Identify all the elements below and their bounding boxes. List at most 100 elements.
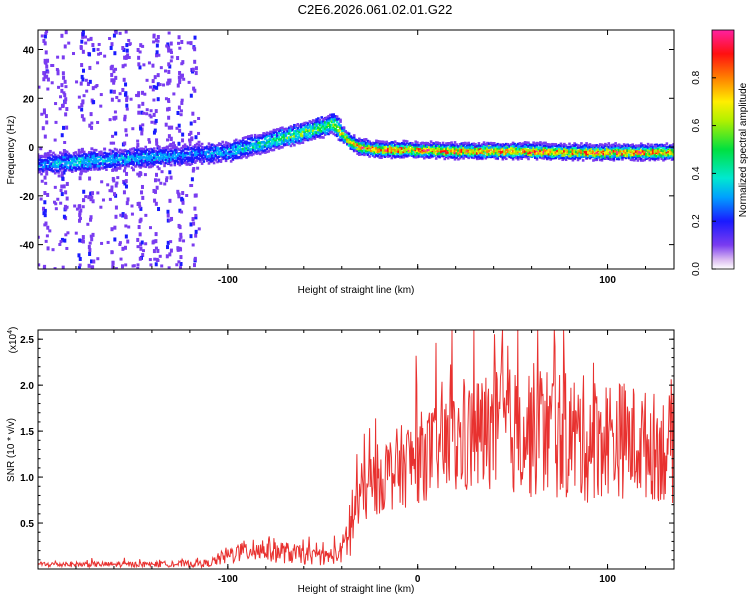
- spectrogram-cell: [315, 124, 318, 128]
- spectrogram-cell: [277, 142, 281, 146]
- spectrogram-cell: [224, 144, 228, 147]
- spectrogram-cell: [183, 159, 187, 162]
- noise-cell: [139, 217, 143, 222]
- spectrogram-cell: [446, 154, 450, 157]
- noise-cell: [45, 74, 49, 79]
- spectrogram-cell: [60, 160, 64, 163]
- noise-cell: [138, 50, 142, 54]
- noise-cell: [143, 173, 147, 177]
- noise-cell: [124, 215, 128, 219]
- spectrogram-cell: [522, 150, 525, 154]
- noise-cell: [178, 266, 182, 269]
- spectrogram-cell: [383, 146, 387, 149]
- spectrogram-cell: [452, 145, 455, 149]
- noise-cell: [39, 147, 43, 151]
- spectrogram-cell: [414, 150, 418, 154]
- spectrogram-cell: [173, 150, 177, 154]
- spectrogram-cell: [325, 116, 329, 119]
- spectrogram-cell: [47, 156, 50, 159]
- spectrogram-cell: [310, 120, 313, 124]
- spectrogram-cell: [455, 156, 459, 159]
- x-tick-label: 100: [599, 574, 616, 585]
- spectrogram-cell: [52, 162, 55, 166]
- spectrogram-cell: [96, 164, 100, 168]
- spectrogram-cell: [534, 156, 537, 159]
- spectrogram-cell: [554, 144, 558, 148]
- spectrogram-cell: [219, 152, 223, 156]
- spectrogram-cell: [38, 155, 42, 158]
- spectrogram-cell: [257, 141, 260, 145]
- spectrogram-cell: [250, 134, 253, 137]
- spectrogram-cell: [178, 152, 182, 156]
- spectrogram-cell: [388, 152, 392, 155]
- noise-cell: [110, 227, 114, 232]
- spectrogram-cell: [549, 150, 552, 153]
- spectrogram-cell: [559, 156, 563, 159]
- noise-cell: [45, 120, 49, 125]
- spectrogram-cell: [523, 150, 527, 153]
- noise-cell: [151, 88, 155, 92]
- noise-cell: [166, 138, 170, 142]
- spectrogram-cell: [322, 126, 325, 130]
- noise-cell: [150, 120, 154, 124]
- spectrogram-cell: [238, 139, 242, 143]
- spectrogram-cell: [105, 168, 108, 171]
- noise-cell: [59, 188, 63, 192]
- spectrogram-cell: [151, 164, 154, 168]
- spectrogram-cell: [62, 166, 66, 169]
- spectrogram-cell: [279, 138, 283, 141]
- noise-cell: [178, 237, 182, 242]
- spectrogram-cell: [197, 143, 201, 147]
- spectrogram-cell: [578, 149, 582, 153]
- noise-cell: [167, 48, 171, 53]
- spectrogram-cell: [110, 165, 113, 168]
- spectrogram-cell: [123, 164, 127, 167]
- spectrogram-cell: [185, 147, 189, 151]
- y-tick-label: 20: [23, 94, 35, 105]
- spectrogram-cell: [270, 138, 274, 142]
- spectrogram-cell: [265, 133, 269, 137]
- noise-cell: [42, 110, 46, 115]
- spectrogram-cell: [604, 147, 607, 151]
- spectrogram-cell: [253, 142, 257, 145]
- spectrogram-cell: [277, 129, 281, 133]
- spectrogram-cell: [337, 122, 341, 126]
- spectrogram-cell: [344, 140, 347, 143]
- spectrogram-cell: [455, 148, 459, 152]
- noise-cell: [145, 78, 149, 82]
- noise-cell: [167, 81, 171, 85]
- spectrogram-cell: [631, 153, 635, 157]
- spectrogram-cell: [231, 143, 235, 146]
- spectrogram-cell: [325, 125, 329, 129]
- spectrogram-cell: [621, 153, 624, 156]
- spectrogram-cell: [70, 159, 74, 163]
- spectrogram-cell: [395, 155, 399, 158]
- spectrogram-cell: [641, 155, 645, 158]
- noise-cell: [152, 40, 156, 44]
- spectrogram-cell: [639, 148, 643, 152]
- spectrogram-cell: [289, 126, 293, 130]
- spectrogram-cell: [267, 150, 271, 153]
- spectrogram-cell: [228, 147, 231, 151]
- noise-cell: [178, 128, 182, 133]
- spectrogram-cell: [236, 147, 240, 151]
- spectrogram-cell: [221, 155, 224, 158]
- spectrogram-cell: [255, 144, 259, 147]
- spectrogram-cell: [52, 164, 55, 168]
- noise-cell: [153, 198, 157, 203]
- spectrogram-cell: [639, 153, 643, 157]
- spectrogram-cell: [658, 155, 662, 159]
- spectrogram-cell: [481, 156, 484, 159]
- spectrogram-cell: [470, 152, 474, 156]
- spectrogram-cell: [236, 156, 240, 159]
- spectrogram-cell: [376, 139, 380, 143]
- noise-cell: [81, 77, 85, 82]
- spectrogram-cell: [123, 154, 127, 157]
- spectrogram-cell: [82, 152, 86, 155]
- spectrogram-cell: [238, 145, 242, 149]
- spectrogram-cell: [270, 148, 274, 152]
- spectrogram-cell: [638, 147, 641, 151]
- spectrogram-cell: [209, 152, 212, 156]
- noise-cell: [155, 138, 159, 143]
- noise-cell: [53, 267, 57, 269]
